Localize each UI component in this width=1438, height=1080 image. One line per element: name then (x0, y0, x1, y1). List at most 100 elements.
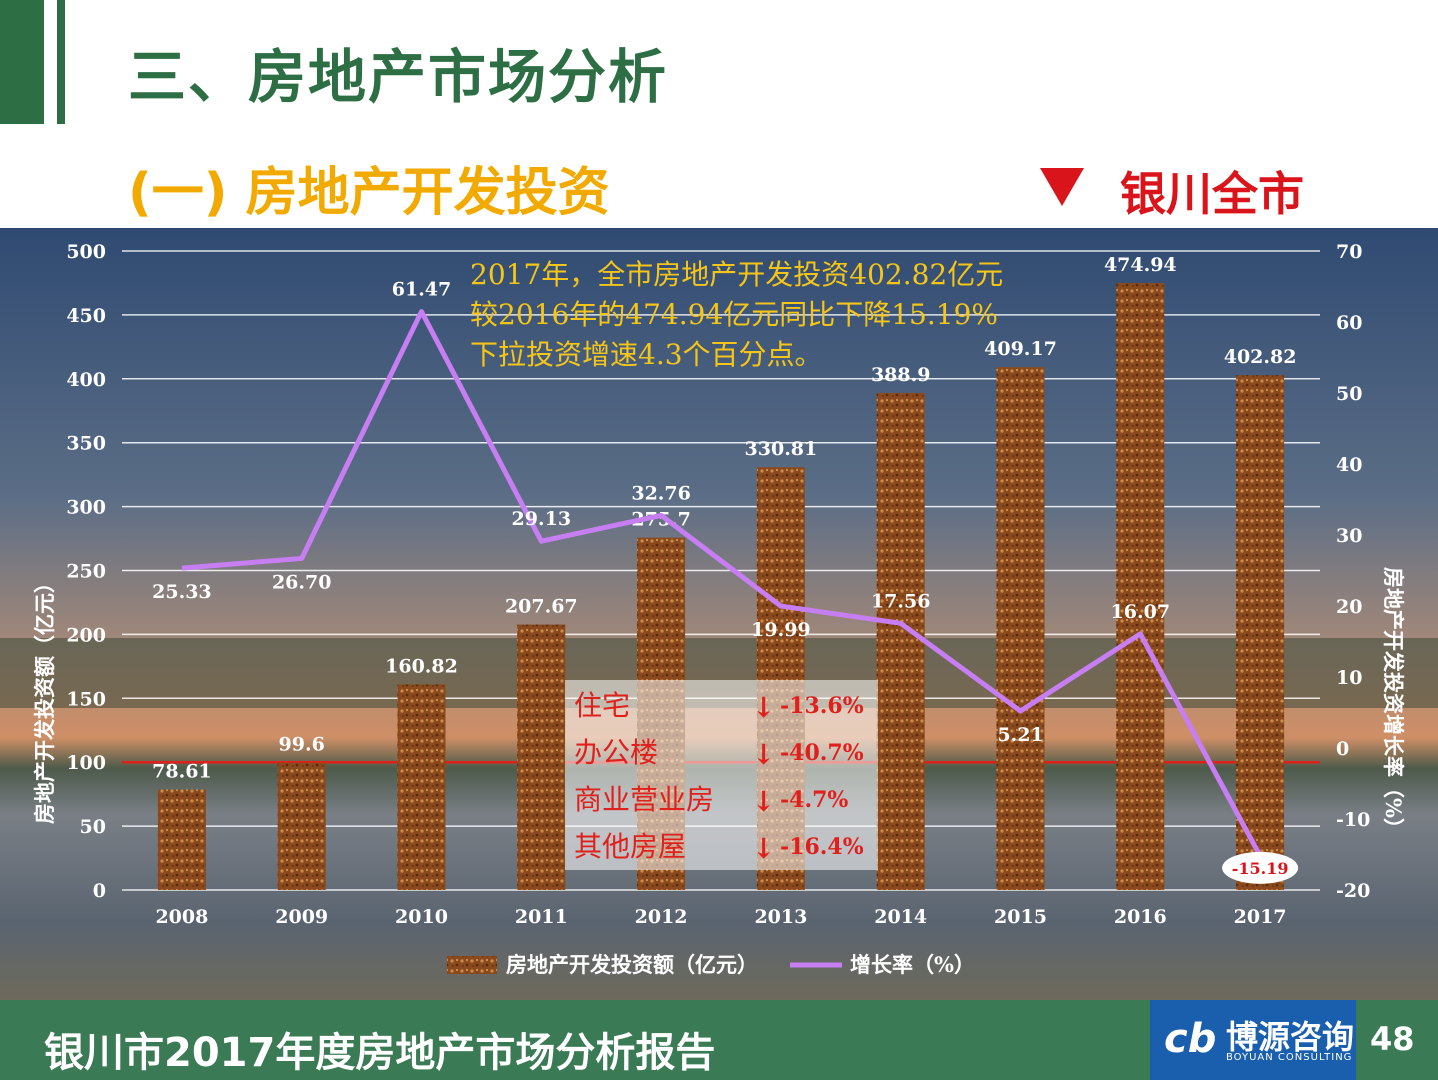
bar (876, 392, 925, 890)
y2-axis-label: 房地产开发投资增长率（%） (1381, 567, 1406, 839)
x-tick-label: 2009 (275, 906, 328, 928)
bar (1116, 283, 1165, 890)
x-tick-label: 2016 (1114, 906, 1167, 928)
bar-value-label: 207.67 (505, 596, 578, 618)
line-value-label: 19.99 (751, 619, 811, 641)
investment-chart: 0 50 100 150 200 250 300 350 400 450 500 -20 -10 0 10… (0, 228, 1438, 1000)
chart-area: 0 50 100 150 200 250 300 350 400 450 500 -20 -10 0 10… (0, 228, 1438, 1000)
breakdown-box: 住宅 ↓ -13.6%办公楼 ↓ -40.7%商业营业房 ↓ -4.7%其他房屋 ↓ -16.4… (565, 680, 878, 870)
bar (277, 762, 326, 890)
line-value-label: 26.70 (272, 571, 332, 593)
bar-value-label: 78.61 (152, 761, 212, 783)
line-value-label: 32.76 (631, 482, 691, 504)
line-series (181, 309, 1263, 858)
left-axis-ticks: 0 50 100 150 200 250 300 350 400 450 500 (66, 241, 106, 902)
bar (517, 624, 566, 890)
bar (1236, 375, 1285, 890)
header-accent-bar-thin (57, 0, 65, 124)
breakdown-value: -4.7% (780, 787, 848, 813)
breakdown-value: -16.4% (780, 834, 864, 860)
y-tick-label: 500 (66, 241, 106, 263)
annotation-text: 2017年，全市房地产开发投资402.82亿元 较2016年的474.94亿元同… (470, 258, 1003, 371)
y-tick-label: 450 (66, 305, 106, 327)
y2-tick-label: 50 (1336, 383, 1362, 405)
logo-mark-icon: cb (1164, 1016, 1217, 1062)
y2-tick-label: -20 (1336, 880, 1370, 902)
down-arrow-icon: ↓ (752, 738, 775, 771)
line-value-label: 29.13 (512, 508, 572, 530)
negative-rate-marker (1222, 851, 1299, 884)
bar-labels: 78.6199.6160.82207.67275.7330.81388.9409… (152, 254, 1296, 783)
x-tick-label: 2015 (994, 906, 1047, 928)
growth-rate-line (181, 309, 1263, 858)
y2-tick-label: -10 (1336, 809, 1370, 831)
section-subtitle: (一) 房地产开发投资 (128, 163, 610, 223)
y-axis-label: 房地产开发投资额（亿元） (32, 572, 57, 824)
y2-tick-label: 0 (1336, 738, 1349, 760)
line-labels: 25.33 26.70 61.47 29.13 32.76 19.99 17.56 5.21 1… (152, 279, 1299, 884)
bar (157, 789, 206, 890)
annotation-line-1: 2017年，全市房地产开发投资402.82亿元 (470, 258, 1003, 291)
annotation-line-2: 较2016年的474.94亿元同比下降15.19% (470, 298, 998, 331)
bar (397, 684, 446, 890)
y2-tick-label: 70 (1336, 241, 1362, 263)
triangle-down-icon (1040, 168, 1084, 206)
legend: 房地产开发投资额（亿元） 增长率（%） (447, 952, 975, 977)
bar-value-label: 160.82 (385, 655, 458, 677)
annotation-line-3: 下拉投资增速4.3个百分点。 (470, 338, 823, 371)
footer-report-title: 银川市2017年度房地产市场分析报告 (44, 1030, 716, 1076)
line-value-label: 16.07 (1111, 601, 1171, 623)
breakdown-background (565, 680, 878, 870)
header-accent-bar (0, 0, 44, 124)
breakdown-label: 商业营业房 (574, 783, 714, 816)
legend-bar-label: 房地产开发投资额（亿元） (506, 952, 758, 977)
breakdown-value: -40.7% (780, 740, 864, 766)
x-tick-label: 2011 (515, 906, 568, 928)
breakdown-label: 住宅 (574, 689, 630, 722)
y2-tick-label: 10 (1336, 667, 1362, 689)
x-axis-ticks: 2008 2009 2010 2011 2012 2013 2014 2015 2016 2017 (155, 906, 1286, 928)
x-tick-label: 2017 (1234, 906, 1287, 928)
page-title: 三、房地产市场分析 (128, 43, 669, 111)
down-arrow-icon: ↓ (752, 832, 775, 865)
region-label: 银川全市 (1040, 158, 1304, 224)
y-tick-label: 350 (66, 433, 106, 455)
chart-background (0, 228, 1438, 1000)
down-arrow-icon: ↓ (752, 785, 775, 818)
breakdown-label: 办公楼 (574, 736, 658, 769)
bar-value-label: 330.81 (745, 438, 818, 460)
y2-tick-label: 60 (1336, 312, 1362, 334)
x-tick-label: 2010 (395, 906, 448, 928)
y-tick-label: 50 (80, 816, 106, 838)
bar (996, 367, 1045, 890)
bar-value-label: 388.9 (871, 364, 931, 386)
logo-name-cn: 博源咨询 (1226, 1018, 1355, 1056)
company-logo: cb 博源咨询 BOYUAN CONSULTING (1150, 1000, 1356, 1080)
line-value-label: 25.33 (152, 581, 212, 603)
y-tick-label: 400 (66, 369, 106, 391)
region-text: 银川全市 (1120, 167, 1304, 221)
line-value-label: -15.19 (1232, 859, 1289, 878)
legend-line-label: 增长率（%） (850, 952, 975, 977)
line-value-label: 5.21 (997, 724, 1043, 746)
y2-tick-label: 20 (1336, 596, 1362, 618)
logo-name-en: BOYUAN CONSULTING (1226, 1052, 1353, 1063)
bar-value-label: 402.82 (1224, 346, 1297, 368)
bar-value-label: 99.6 (279, 734, 325, 756)
x-tick-label: 2008 (155, 906, 208, 928)
y-tick-label: 150 (66, 688, 106, 710)
footer: 银川市2017年度房地产市场分析报告 cb 博源咨询 BOYUAN CONSUL… (0, 1000, 1438, 1080)
bar-series (157, 283, 1285, 890)
page-number: 48 (1370, 1020, 1415, 1058)
bar-value-label: 474.94 (1104, 254, 1177, 276)
y-tick-label: 300 (66, 497, 106, 519)
bar-value-label: 409.17 (984, 338, 1057, 360)
y-tick-label: 250 (66, 561, 106, 583)
breakdown-value: -13.6% (780, 693, 864, 719)
down-arrow-icon: ↓ (752, 691, 775, 724)
y-tick-label: 200 (66, 624, 106, 646)
x-tick-label: 2013 (754, 906, 807, 928)
right-axis-ticks: -20 -10 0 10 20 30 40 50 60 70 (1336, 241, 1370, 902)
x-tick-label: 2012 (635, 906, 688, 928)
line-value-label: 61.47 (392, 279, 452, 301)
